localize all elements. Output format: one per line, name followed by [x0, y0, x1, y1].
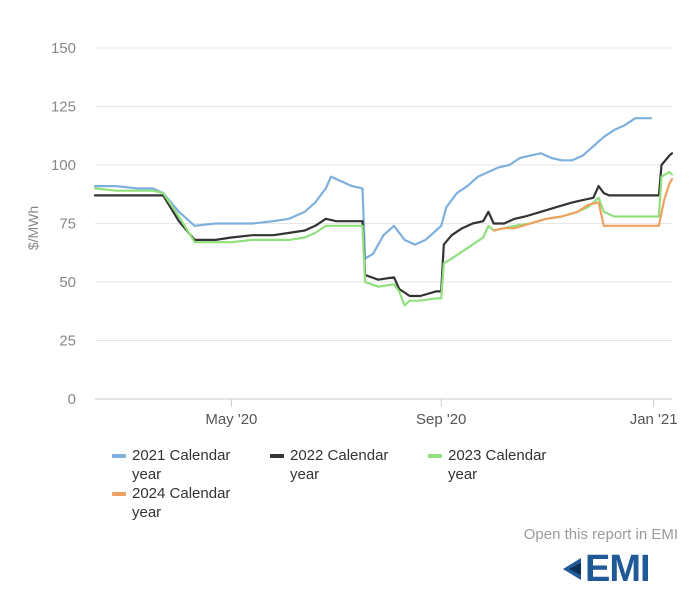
open-report-link[interactable]: Open this report in EMI — [523, 526, 678, 543]
series-line-2022[interactable] — [93, 152, 674, 298]
line-chart: 0 25 50 75 100 125 150 May '20 Sep '20 Jan '21 $… — [25, 40, 678, 428]
legend-label-2023: 2023 Calendar year — [448, 447, 547, 483]
x-axis-ticks: May '20 Sep '20 Jan '21 — [205, 399, 678, 428]
y-tick-label: 0 — [68, 391, 76, 408]
emi-logo-icon — [563, 558, 581, 580]
y-tick-label: 75 — [59, 216, 76, 233]
y-tick-label: 150 — [51, 40, 76, 57]
series-line-2024[interactable] — [492, 177, 674, 232]
y-tick-label: 125 — [51, 99, 76, 116]
legend-swatch-2022 — [270, 454, 284, 458]
series-lines — [93, 117, 674, 307]
legend-item-2022[interactable]: 2022 Calendar year — [270, 446, 408, 484]
y-tick-label: 100 — [51, 157, 76, 174]
x-tick-label: Jan '21 — [630, 411, 678, 428]
legend-label-2022: 2022 Calendar year — [290, 447, 389, 483]
legend-item-2024[interactable]: 2024 Calendar year — [112, 484, 250, 522]
y-tick-label: 25 — [59, 333, 76, 350]
legend-item-2023[interactable]: 2023 Calendar year — [428, 446, 566, 484]
emi-logo-text: EMI — [585, 548, 651, 590]
x-tick-label: May '20 — [205, 411, 257, 428]
legend-swatch-2021 — [112, 454, 126, 458]
series-line-2021[interactable] — [93, 117, 653, 260]
y-axis-ticks: 0 25 50 75 100 125 150 — [51, 40, 76, 408]
legend-swatch-2024 — [112, 492, 126, 496]
y-axis-label: $/MWh — [25, 206, 41, 250]
series-line-2023[interactable] — [93, 170, 674, 307]
x-tick-label: Sep '20 — [416, 411, 466, 428]
emi-logo: EMI — [563, 548, 673, 590]
y-tick-label: 50 — [59, 274, 76, 291]
legend-label-2021: 2021 Calendar year — [132, 447, 231, 483]
legend-swatch-2023 — [428, 454, 442, 458]
legend-item-2021[interactable]: 2021 Calendar year — [112, 446, 250, 484]
legend-label-2024: 2024 Calendar year — [132, 485, 231, 521]
